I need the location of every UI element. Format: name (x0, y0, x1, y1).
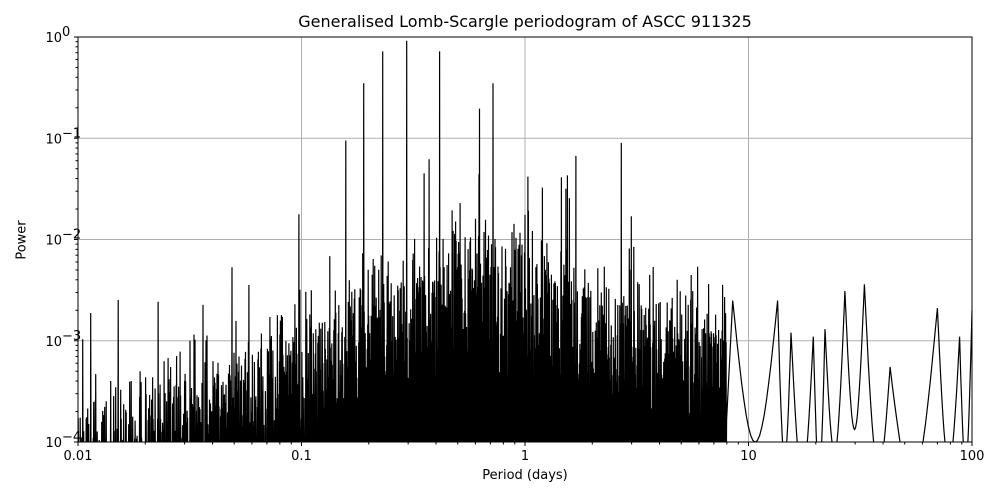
y-tick-label: 10 (45, 132, 62, 147)
svg-text:−1: −1 (62, 126, 81, 141)
y-tick-label: 10 (45, 31, 62, 46)
y-tick-label: 10 (45, 436, 62, 451)
x-tick-label: 1 (521, 449, 529, 464)
svg-text:−3: −3 (62, 329, 81, 344)
x-axis-label: Period (days) (482, 468, 568, 483)
y-tick-label: 10 (45, 335, 62, 350)
x-tick-label: 0.01 (64, 449, 93, 464)
power-series-line (78, 40, 972, 442)
x-tick-label: 100 (960, 449, 985, 464)
x-tick-label: 0.1 (291, 449, 312, 464)
x-tick-label: 10 (740, 449, 757, 464)
svg-text:−4: −4 (62, 430, 81, 445)
chart-title: Generalised Lomb-Scargle periodogram of … (298, 12, 752, 31)
y-tick-label: 10 (45, 234, 62, 249)
svg-text:−2: −2 (62, 228, 81, 243)
svg-text:0: 0 (62, 25, 70, 40)
